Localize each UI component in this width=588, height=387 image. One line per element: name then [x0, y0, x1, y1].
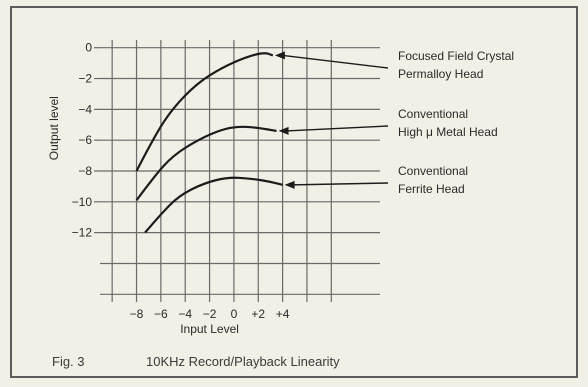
y-tick-label: −2: [78, 72, 92, 86]
y-tick-label: −10: [72, 195, 93, 209]
series-label: High μ Metal Head: [398, 125, 498, 139]
y-axis-title: Output level: [47, 96, 61, 160]
y-tick-label: −4: [78, 102, 92, 116]
figure-number: Fig. 3: [52, 354, 85, 369]
leader-line: [286, 125, 389, 132]
series-label: Permalloy Head: [398, 67, 483, 81]
y-tick-label: −6: [78, 133, 92, 147]
x-tick-label: −6: [154, 307, 168, 321]
figure-caption: 10KHz Record/Playback Linearity: [146, 354, 340, 369]
series-label: Focused Field Crystal: [398, 49, 514, 63]
leader-arrowhead: [274, 51, 285, 60]
leader-arrowhead: [284, 180, 295, 189]
series-line: [144, 176, 283, 234]
x-tick-label: −8: [130, 307, 144, 321]
x-axis-title: Input Level: [180, 322, 239, 336]
series-label: Conventional: [398, 164, 468, 178]
y-tick-label: 0: [85, 41, 92, 55]
series-label: Conventional: [398, 107, 468, 121]
leader-line: [292, 182, 389, 186]
x-tick-label: −2: [203, 307, 217, 321]
series-label: Ferrite Head: [398, 182, 465, 196]
x-tick-label: 0: [231, 307, 238, 321]
y-tick-label: −12: [72, 226, 93, 240]
y-tick-label: −8: [78, 164, 92, 178]
series-line: [135, 52, 274, 172]
leader-line: [282, 54, 389, 69]
x-tick-label: −4: [178, 307, 192, 321]
leader-arrowhead: [278, 126, 289, 135]
x-tick-label: +2: [251, 307, 265, 321]
figure-border: [10, 6, 578, 378]
x-tick-label: +4: [276, 307, 290, 321]
series-line: [135, 125, 277, 201]
